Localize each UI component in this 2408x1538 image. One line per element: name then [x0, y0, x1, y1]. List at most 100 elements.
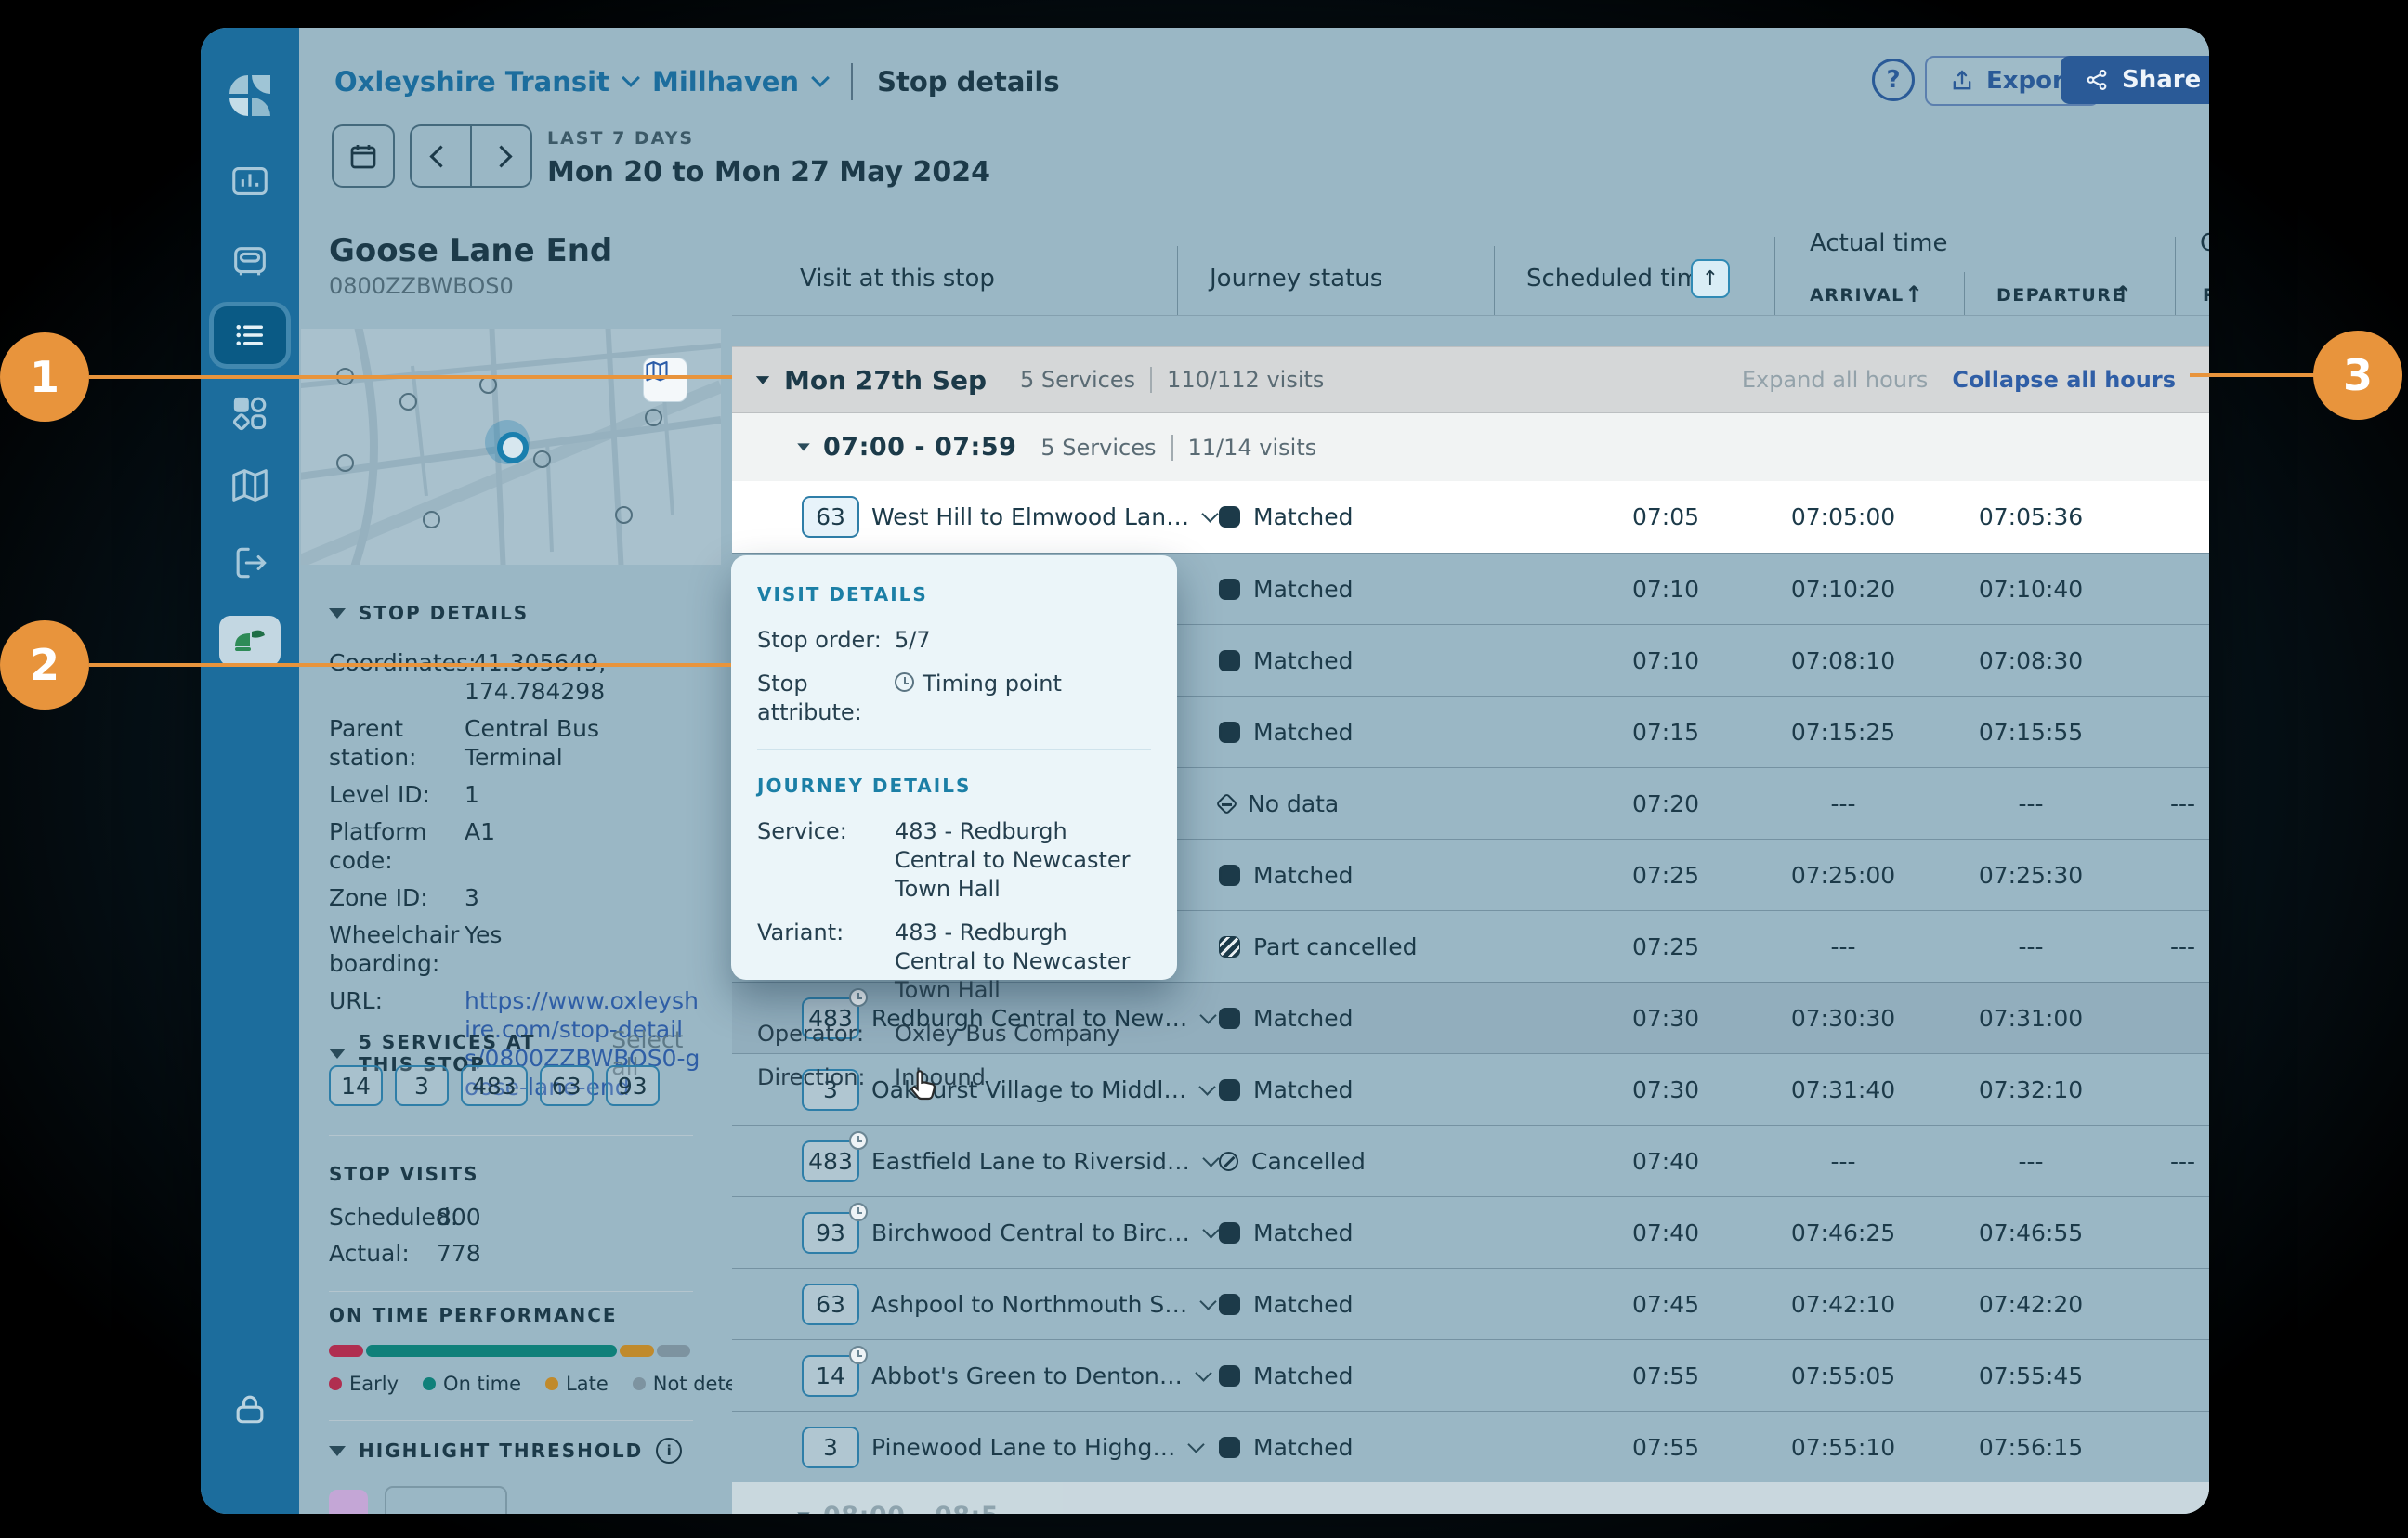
calendar-button[interactable] — [332, 124, 395, 188]
row-service-chip[interactable]: 483 — [802, 1140, 859, 1182]
prev-day-button[interactable] — [412, 126, 472, 186]
service-chip[interactable]: 3 — [395, 1065, 449, 1106]
legend-label: Late — [566, 1373, 609, 1395]
service-chip[interactable]: 483 — [461, 1065, 528, 1106]
legend-label: On time — [443, 1373, 522, 1395]
col-header-arrival[interactable]: ARRIVAL — [1810, 285, 1904, 306]
map-stop-marker — [615, 506, 633, 524]
actual-departure-cell: 07:10:40 — [1978, 576, 2084, 603]
table-row[interactable]: 483 Eastfield Lane to Riversid… Cancelled 0… — [732, 1125, 2209, 1196]
chevron-down-icon[interactable] — [1199, 1292, 1217, 1310]
sidebar-item-operator-app[interactable] — [201, 616, 299, 666]
service-chip-cell: 3 — [802, 1427, 859, 1468]
map-stop-marker — [399, 393, 417, 411]
route-cell[interactable]: Abbot's Green to Denton… — [871, 1340, 1212, 1412]
journey-status-label: Matched — [1253, 862, 1354, 889]
threshold-input[interactable] — [385, 1486, 507, 1514]
app-logo-icon — [201, 71, 299, 121]
row-service-chip[interactable]: 63 — [802, 1284, 859, 1325]
table-row[interactable]: 63 Ashpool to Northmouth S… Matched 07:45 07… — [732, 1268, 2209, 1339]
row-service-chip[interactable]: 483 — [802, 997, 859, 1039]
variant-row: Variant: 483 - Redburgh Central to Newca… — [757, 919, 1151, 1005]
caret-down-icon — [755, 375, 770, 384]
row-service-chip[interactable]: 93 — [802, 1212, 859, 1254]
divider — [1171, 434, 1173, 461]
detail-value: Central Bus Terminal — [465, 715, 599, 771]
row-service-chip[interactable]: 14 — [802, 1355, 859, 1397]
route-cell[interactable]: Redburgh Central to New… — [871, 983, 1217, 1054]
sort-departure-icon[interactable]: ↑ — [2114, 281, 2134, 307]
scheduled-time-cell: 07:55 — [1631, 1362, 1700, 1389]
table-row[interactable]: 63 West Hill to Elmwood Lan… Matched 07:05 0… — [732, 481, 2209, 553]
route-cell[interactable]: Eastfield Lane to Riversid… — [871, 1126, 1220, 1197]
stop-details-section-header[interactable]: STOP DETAILS — [329, 602, 529, 624]
route-cell[interactable]: West Hill to Elmwood Lan… — [871, 481, 1219, 553]
sort-scheduled-button[interactable]: ↑ — [1691, 259, 1730, 298]
journey-status-label: Matched — [1253, 1362, 1354, 1389]
breadcrumb: Oxleyshire Transit Millhaven Stop detail… — [334, 63, 1060, 100]
journey-status-cell: Matched — [1219, 1054, 1354, 1126]
route-cell[interactable]: Ashpool to Northmouth S… — [871, 1269, 1217, 1340]
table-row[interactable]: 483 Redburgh Central to New… Matched 07:30 0… — [732, 982, 2209, 1053]
threshold-color-chip[interactable] — [329, 1490, 368, 1514]
expand-all-hours-link[interactable]: Expand all hours — [1741, 367, 1929, 393]
chevron-down-icon[interactable] — [1198, 1077, 1217, 1096]
route-name: Eastfield Lane to Riversid… — [871, 1148, 1190, 1175]
next-hour-partial-row[interactable]: 08:00 - 08:5 — [732, 1482, 2209, 1514]
timing-point-badge-icon — [849, 1346, 868, 1364]
services-section-header[interactable]: 5 SERVICES AT THIS STOP Select all — [329, 1026, 693, 1080]
sidebar-item-map[interactable] — [201, 463, 299, 509]
chevron-down-icon[interactable] — [1201, 504, 1219, 523]
breadcrumb-network[interactable]: Oxleyshire Transit — [334, 66, 609, 98]
actual-departure-cell: 07:46:55 — [1978, 1219, 2084, 1246]
service-chip[interactable]: 93 — [605, 1065, 660, 1106]
chevron-down-icon[interactable] — [1202, 1220, 1220, 1239]
row-service-chip[interactable]: 3 — [802, 1069, 859, 1111]
chevron-down-icon[interactable] — [1199, 1006, 1217, 1024]
share-button[interactable]: Share — [2061, 56, 2209, 104]
sidebar-item-stop-list-active[interactable] — [201, 306, 299, 364]
route-cell[interactable]: Pinewood Lane to Highg… — [871, 1412, 1206, 1483]
chevron-down-icon[interactable] — [1195, 1363, 1212, 1382]
callout-2-badge: 2 — [0, 620, 89, 710]
sidebar-item-lock[interactable] — [201, 1386, 299, 1432]
info-icon[interactable]: i — [656, 1438, 683, 1464]
chevron-down-icon[interactable] — [1187, 1435, 1206, 1453]
table-row[interactable]: 93 Birchwood Central to Birc… Matched 07:40… — [732, 1196, 2209, 1268]
callout-2-line — [89, 663, 731, 667]
sidebar-item-dashboard[interactable] — [201, 158, 299, 204]
stop-url-link[interactable]: https://www.oxleyshire.com/stop-details/… — [465, 987, 700, 1101]
service-chip[interactable]: 63 — [539, 1065, 594, 1106]
journey-status-label: Matched — [1253, 503, 1354, 530]
stop-order-row: Stop order: 5/7 — [757, 626, 1151, 655]
expand-map-button[interactable] — [643, 358, 687, 402]
chevron-down-icon[interactable] — [1202, 1149, 1220, 1167]
stop-order-label: Stop order: — [757, 627, 882, 653]
service-chip-cell: 14 — [802, 1346, 868, 1397]
table-row[interactable]: 14 Abbot's Green to Denton… Matched 07:55 07… — [732, 1339, 2209, 1411]
service-chip[interactable]: 14 — [329, 1065, 383, 1106]
row-service-chip[interactable]: 3 — [802, 1427, 859, 1468]
table-row[interactable]: 3 Pinewood Lane to Highg… Matched 07:55 07:5… — [732, 1411, 2209, 1482]
sidebar-item-vehicles[interactable] — [201, 240, 299, 286]
route-cell[interactable]: Birchwood Central to Birc… — [871, 1197, 1220, 1269]
actual-arrival-cell: 07:15:25 — [1790, 719, 1896, 746]
day-group-row[interactable]: Mon 27th Sep 5 Services 110/112 visits E… — [732, 346, 2209, 413]
stop-detail-row: Wheelchair boarding: Yes — [329, 920, 700, 978]
stop-map[interactable] — [301, 329, 721, 565]
highlight-threshold-header[interactable]: HIGHLIGHT THRESHOLD i — [329, 1438, 683, 1464]
row-service-chip[interactable]: 63 — [802, 496, 859, 538]
hour-group-row[interactable]: 07:00 - 07:59 5 Services 11/14 visits — [732, 413, 2209, 481]
breadcrumb-region[interactable]: Millhaven — [651, 66, 800, 98]
sidebar-item-blocks[interactable] — [201, 390, 299, 437]
actual-departure-cell: 07:15:55 — [1978, 719, 2084, 746]
collapse-all-hours-link[interactable]: Collapse all hours — [1952, 367, 2176, 393]
sidebar-item-logout[interactable] — [201, 540, 299, 586]
col-header-departure[interactable]: DEPARTURE — [1996, 285, 2126, 306]
direction-row: Direction: Inbound — [757, 1063, 1151, 1092]
sort-arrival-icon[interactable]: ↑ — [1904, 281, 1925, 307]
route-name: Pinewood Lane to Highg… — [871, 1434, 1176, 1461]
scheduled-time-cell: 07:10 — [1631, 576, 1700, 603]
help-button[interactable]: ? — [1872, 59, 1915, 101]
next-day-button[interactable] — [472, 126, 530, 186]
